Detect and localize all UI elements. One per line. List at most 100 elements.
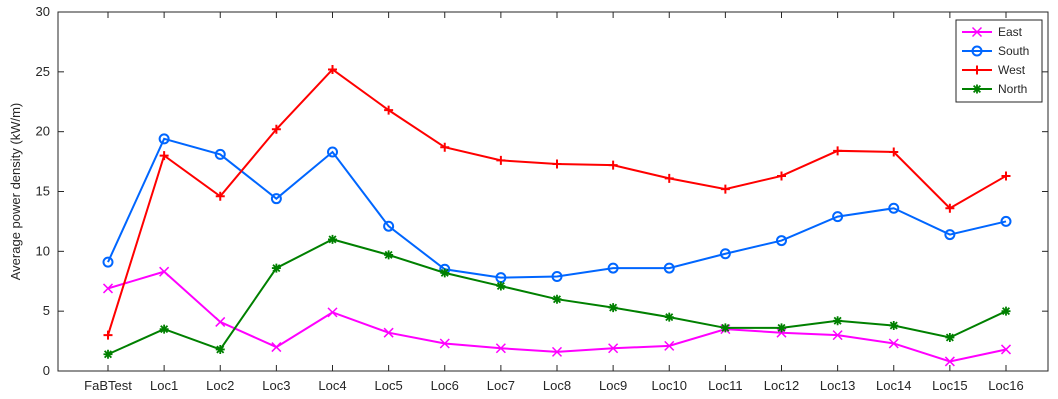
data-point: [159, 266, 170, 277]
data-point: [271, 342, 282, 353]
data-point: [327, 307, 338, 318]
data-point: [496, 281, 506, 291]
data-point: [384, 105, 394, 115]
data-point: [1000, 344, 1012, 355]
legend-label: East: [998, 25, 1023, 39]
x-tick-label: Loc7: [487, 378, 515, 393]
y-tick-label: 5: [43, 303, 50, 318]
data-point: [270, 193, 282, 205]
data-point: [833, 146, 843, 156]
y-tick-label: 0: [43, 363, 50, 378]
y-tick-label: 20: [36, 124, 50, 139]
x-tick-label: Loc8: [543, 378, 571, 393]
data-point: [832, 330, 843, 341]
data-point: [159, 151, 169, 161]
data-point: [383, 220, 395, 232]
data-point: [215, 344, 225, 354]
data-point: [945, 203, 955, 213]
legend-label: West: [998, 63, 1026, 77]
series-line: [107, 137, 1007, 279]
data-point: [832, 211, 844, 223]
data-point: [215, 316, 226, 327]
y-tick-label: 15: [36, 184, 50, 199]
data-point: [889, 321, 899, 331]
data-point: [944, 356, 955, 367]
data-point: [608, 343, 619, 354]
data-point: [888, 338, 899, 349]
y-tick-label: 25: [36, 64, 50, 79]
series-east: [102, 266, 1012, 367]
data-point: [214, 148, 226, 160]
data-point: [159, 324, 169, 334]
data-point: [383, 327, 394, 338]
x-tick-label: Loc5: [375, 378, 403, 393]
data-point: [944, 229, 956, 241]
x-tick-label: Loc13: [820, 378, 855, 393]
data-point: [972, 84, 982, 94]
data-point: [607, 262, 619, 274]
plot-area: [57, 11, 1049, 372]
y-tick-label: 30: [36, 4, 50, 19]
x-tick-label: Loc1: [150, 378, 178, 393]
data-point: [1000, 215, 1012, 227]
x-tick-label: Loc2: [206, 378, 234, 393]
data-point: [889, 147, 899, 157]
legend-item-east: East: [962, 25, 1023, 39]
data-point: [888, 202, 900, 214]
data-point: [777, 171, 786, 181]
x-tick-label: Loc11: [708, 378, 742, 393]
data-point: [495, 343, 506, 354]
data-point: [496, 155, 506, 165]
x-tick-label: FaBTest: [84, 378, 132, 393]
data-point: [328, 234, 337, 244]
legend: East South West North: [955, 19, 1043, 103]
plot-frame: [57, 11, 1049, 372]
data-point: [777, 323, 786, 333]
legend-label: North: [998, 82, 1027, 96]
axes: 0 5 10 15 20 25 30 FaBTest Loc1 Loc2 Loc3 Loc4 Loc5 L…: [36, 4, 1048, 393]
legend-item-north: North: [962, 82, 1027, 96]
y-tick-label: 10: [36, 243, 50, 258]
data-point: [664, 173, 674, 183]
data-point: [719, 248, 731, 260]
series-south: [102, 133, 1012, 284]
legend-item-west: West: [962, 63, 1026, 77]
x-tick-label: Loc15: [932, 378, 967, 393]
data-point: [271, 263, 281, 273]
y-axis-label: Average power density (kW/m): [8, 103, 23, 281]
x-tick-label: Loc14: [876, 378, 911, 393]
data-point: [103, 349, 113, 359]
data-point: [552, 159, 562, 169]
data-point: [972, 65, 982, 75]
data-point: [440, 142, 450, 152]
data-point: [971, 26, 983, 38]
data-point: [440, 268, 450, 278]
legend-item-south: South: [962, 44, 1029, 58]
x-tick-label: Loc4: [318, 378, 346, 393]
data-point: [102, 256, 114, 268]
series-layer: [102, 64, 1012, 367]
data-point: [552, 294, 562, 304]
data-point: [328, 64, 337, 74]
data-point: [1001, 306, 1011, 316]
legend-label: South: [998, 44, 1029, 58]
data-point: [720, 323, 730, 333]
data-point: [945, 332, 955, 342]
data-point: [327, 146, 338, 158]
data-point: [664, 340, 675, 351]
x-tick-label: Loc10: [652, 378, 687, 393]
data-point: [608, 160, 618, 170]
data-point: [384, 250, 394, 260]
data-point: [663, 262, 675, 274]
data-point: [833, 316, 843, 326]
data-point: [158, 133, 170, 145]
data-point: [971, 45, 983, 57]
x-tick-label: Loc3: [262, 378, 290, 393]
data-point: [439, 338, 450, 349]
data-point: [551, 346, 563, 357]
data-point: [551, 270, 563, 282]
data-point: [103, 330, 113, 340]
data-point: [215, 191, 225, 201]
x-tick-label: Loc16: [988, 378, 1023, 393]
